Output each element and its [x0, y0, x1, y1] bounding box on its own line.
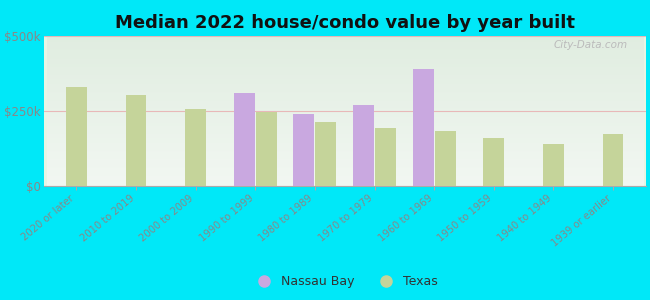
Bar: [603, 134, 623, 186]
Bar: [375, 128, 396, 186]
Bar: [256, 112, 277, 186]
Text: City-Data.com: City-Data.com: [554, 40, 628, 50]
Bar: [543, 144, 564, 186]
Bar: [66, 87, 87, 186]
Bar: [435, 130, 456, 186]
Bar: [185, 109, 206, 186]
Bar: [125, 94, 146, 186]
Bar: [234, 93, 255, 186]
Title: Median 2022 house/condo value by year built: Median 2022 house/condo value by year bu…: [114, 14, 575, 32]
Bar: [353, 105, 374, 186]
Bar: [484, 138, 504, 186]
Bar: [315, 122, 336, 186]
Bar: [293, 114, 315, 186]
Legend: Nassau Bay, Texas: Nassau Bay, Texas: [246, 270, 443, 293]
Bar: [413, 69, 434, 186]
